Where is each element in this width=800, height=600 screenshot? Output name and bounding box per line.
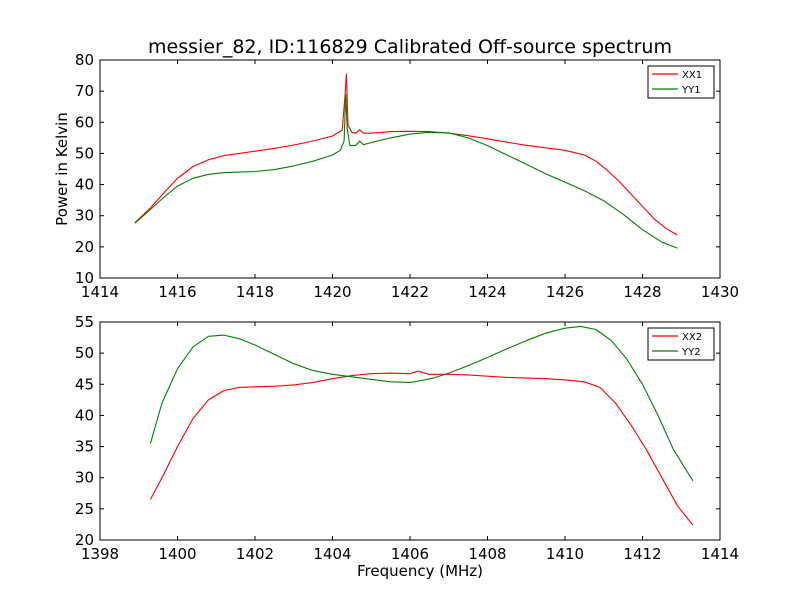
x-tick-label: 1412 <box>623 545 661 563</box>
y-tick-label: 25 <box>75 500 94 518</box>
y-tick-label: 50 <box>75 144 94 162</box>
y-tick-label: 50 <box>75 344 94 362</box>
y-tick-label: 60 <box>75 113 94 131</box>
x-tick-label: 1422 <box>391 283 429 301</box>
x-tick-label: 1424 <box>468 283 506 301</box>
x-tick-label: 1406 <box>391 545 429 563</box>
top-spectrum-panel: 1414 1416 1418 1420 1422 1424 1426 1428 1430 10 20… <box>53 51 739 301</box>
x-tick-label: 1414 <box>701 545 739 563</box>
series-line-xx1 <box>134 73 678 236</box>
legend-label-yy1: YY1 <box>681 85 701 96</box>
bottom-spectrum-panel: 1398 1400 1402 1404 1406 1408 1410 1412 1414 20 25… <box>75 313 739 580</box>
y-tick-label: 20 <box>75 238 94 256</box>
legend-box <box>647 327 715 361</box>
x-tick-label: 1428 <box>623 283 661 301</box>
x-tick-label: 1400 <box>158 545 196 563</box>
x-tick-label: 1416 <box>158 283 196 301</box>
x-tick-label: 1402 <box>236 545 274 563</box>
y-tick-label: 80 <box>75 51 94 69</box>
y-tick-label: 30 <box>75 207 94 225</box>
x-tick-label: 1408 <box>468 545 506 563</box>
y-tick-label: 35 <box>75 438 94 456</box>
y-tick-label: 40 <box>75 406 94 424</box>
legend-label-yy2: YY2 <box>681 347 701 358</box>
series-line-xx2 <box>149 370 694 526</box>
x-tick-label: 1414 <box>81 283 119 301</box>
x-tick-label: 1426 <box>546 283 584 301</box>
x-tick-label: 1398 <box>81 545 119 563</box>
y-tick-label: 45 <box>75 375 94 393</box>
y-tick-label: 40 <box>75 176 94 194</box>
y-tick-label: 20 <box>75 531 94 549</box>
legend-label-xx1: XX1 <box>682 70 702 81</box>
legend-box <box>647 65 715 99</box>
x-tick-label: 1418 <box>236 283 274 301</box>
series-line-yy1 <box>134 93 678 249</box>
x-tick-label: 1430 <box>701 283 739 301</box>
y-tick-label: 30 <box>75 469 94 487</box>
x-tick-label: 1410 <box>546 545 584 563</box>
legend-label-xx2: XX2 <box>682 332 702 343</box>
y-axis-label: Power in Kelvin <box>53 112 71 226</box>
y-tick-label: 70 <box>75 82 94 100</box>
x-tick-label: 1404 <box>313 545 351 563</box>
series-line-yy2 <box>149 325 694 482</box>
y-tick-label: 55 <box>75 313 94 331</box>
x-tick-label: 1420 <box>313 283 351 301</box>
chart-title: messier_82, ID:116829 Calibrated Off-sou… <box>148 36 672 58</box>
y-tick-label: 10 <box>75 269 94 287</box>
x-axis-label: Frequency (MHz) <box>357 562 483 580</box>
